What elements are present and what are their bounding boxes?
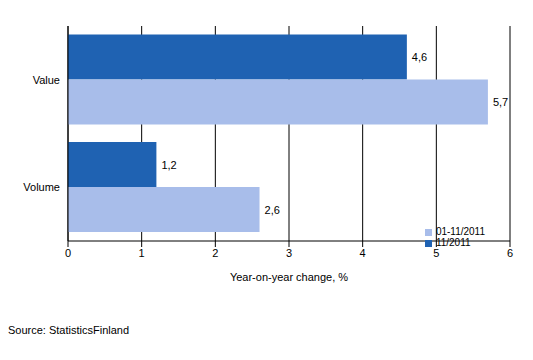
svg-text:Year-on-year change, %: Year-on-year change, %	[230, 271, 348, 283]
svg-text:5: 5	[433, 247, 439, 259]
svg-text:4,6: 4,6	[412, 51, 427, 63]
html-text:01-11/2011: 01-11/2011	[435, 226, 485, 237]
svg-text:4: 4	[360, 247, 366, 259]
svg-text:1,2: 1,2	[161, 159, 176, 171]
svg-text:3: 3	[286, 247, 292, 259]
svg-text:1: 1	[139, 247, 145, 259]
svg-text:2: 2	[212, 247, 218, 259]
svg-text:0: 0	[65, 247, 71, 259]
html-text:11/2011: 11/2011	[435, 237, 471, 248]
svg-text:2,6: 2,6	[265, 204, 280, 216]
svg-text:Value: Value	[33, 74, 60, 86]
svg-text:5,7: 5,7	[493, 96, 508, 108]
svg-text:6: 6	[507, 247, 513, 259]
svg-text:Volume: Volume	[23, 181, 60, 193]
html-text:Source: StatisticsFinland: Source: StatisticsFinland	[8, 324, 130, 336]
